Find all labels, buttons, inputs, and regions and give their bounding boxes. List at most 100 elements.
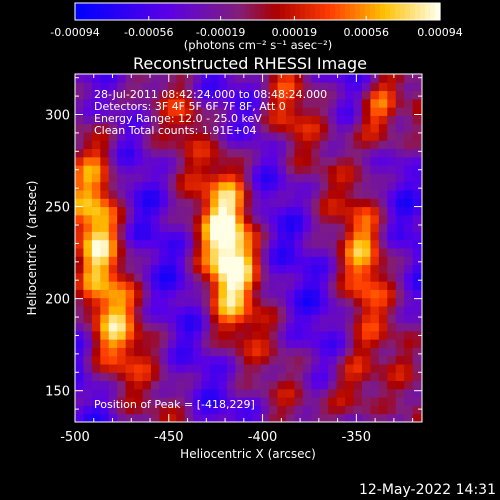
heatmap-cell [260, 214, 270, 224]
heatmap-cell [176, 388, 186, 398]
heatmap-cell [378, 248, 388, 257]
heatmap-cell [108, 256, 118, 266]
heatmap-cell [336, 289, 346, 299]
heatmap-cell [218, 272, 228, 282]
heatmap-cell [277, 190, 287, 199]
heatmap-cell [277, 98, 287, 108]
heatmap-cell [134, 239, 144, 249]
heatmap-cell [302, 355, 312, 365]
heatmap-cell [361, 314, 371, 324]
heatmap-cell [83, 413, 93, 422]
heatmap-cell [201, 355, 211, 365]
heatmap-cell [311, 115, 321, 125]
heatmap-cell [243, 372, 253, 382]
heatmap-cell [75, 173, 84, 183]
heatmap-cell [252, 330, 262, 340]
heatmap-cell [218, 123, 228, 133]
heatmap-cell [184, 372, 194, 382]
heatmap-cell [150, 90, 160, 100]
heatmap-cell [294, 289, 304, 299]
heatmap-cell [193, 297, 203, 307]
heatmap-cell [226, 90, 236, 100]
heatmap-cell [91, 364, 101, 373]
heatmap-cell [83, 289, 93, 299]
heatmap-cell [210, 74, 219, 83]
heatmap-cell [319, 297, 329, 307]
heatmap-cell [184, 90, 194, 100]
heatmap-cell [387, 132, 397, 141]
heatmap-cell [134, 405, 144, 415]
heatmap-cell [277, 347, 287, 357]
colorbar [75, 3, 441, 20]
heatmap-cell [125, 314, 135, 324]
heatmap-cell [328, 264, 338, 274]
heatmap-cell [235, 132, 245, 141]
heatmap-cell [319, 223, 329, 232]
heatmap-cell [328, 148, 338, 158]
heatmap-cell [260, 82, 270, 92]
heatmap-cell [125, 388, 135, 398]
heatmap-cell [176, 214, 186, 224]
heatmap-cell [328, 98, 338, 108]
heatmap-cell [404, 140, 414, 150]
heatmap-cell [243, 206, 253, 216]
heatmap-cell [134, 380, 144, 390]
heatmap-cell [91, 181, 101, 191]
colorbar-cell [250, 3, 256, 20]
colorbar-cell [275, 3, 281, 20]
heatmap-cell [83, 355, 93, 365]
heatmap-cell [134, 132, 144, 141]
heatmap-cell [235, 156, 245, 166]
heatmap-cell [125, 239, 135, 249]
heatmap-cell [100, 322, 110, 332]
heatmap-cell [201, 330, 211, 340]
heatmap-cell [134, 107, 144, 116]
heatmap-cell [286, 314, 295, 324]
heatmap-cell [286, 82, 295, 92]
heatmap-cell [235, 322, 245, 332]
heatmap-cell [193, 206, 203, 216]
heatmap-cell [395, 322, 405, 332]
heatmap-cell [269, 98, 279, 108]
heatmap-cell [210, 388, 219, 398]
heatmap-cell [328, 355, 338, 365]
heatmap-cell [218, 231, 228, 241]
heatmap-cell [134, 289, 144, 299]
heatmap-cell [159, 405, 169, 415]
y-axis-label: Heliocentric Y (arcsec) [25, 181, 39, 316]
heatmap-cell [319, 132, 329, 141]
heatmap-cell [353, 132, 363, 141]
colorbar-cell [160, 3, 166, 20]
heatmap-cell [176, 198, 186, 208]
heatmap-cell [319, 181, 329, 191]
heatmap-cell [210, 289, 219, 299]
heatmap-cell [218, 107, 228, 116]
heatmap-cell [125, 156, 135, 166]
heatmap-cell [387, 281, 397, 290]
heatmap-cell [83, 206, 93, 216]
heatmap-cell [167, 306, 177, 315]
heatmap-cell [286, 256, 295, 266]
heatmap-cell [100, 156, 110, 166]
heatmap-cell [226, 256, 236, 266]
heatmap-cell [218, 165, 228, 174]
heatmap-cell [176, 372, 186, 382]
heatmap-cell [142, 388, 152, 398]
heatmap-cell [286, 330, 295, 340]
heatmap-cell [269, 74, 279, 83]
heatmap-cell [319, 289, 329, 299]
heatmap-cell [142, 364, 152, 373]
heatmap-cell [311, 388, 321, 398]
heatmap-cell [286, 231, 295, 241]
heatmap-cell [252, 165, 262, 174]
heatmap-cell [83, 364, 93, 373]
heatmap-cell [75, 405, 84, 415]
heatmap-cell [328, 248, 338, 257]
heatmap-cell [201, 123, 211, 133]
heatmap-cell [319, 140, 329, 150]
heatmap-cell [142, 355, 152, 365]
heatmap-cell [319, 74, 329, 83]
heatmap-cell [404, 380, 414, 390]
heatmap-cell [395, 413, 405, 422]
heatmap-cell [210, 281, 219, 290]
